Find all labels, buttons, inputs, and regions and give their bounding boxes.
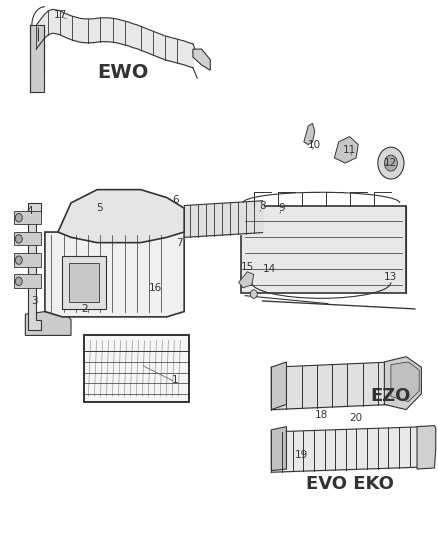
Polygon shape (14, 232, 41, 245)
Circle shape (15, 214, 22, 222)
Polygon shape (334, 136, 358, 163)
Circle shape (15, 277, 22, 286)
Bar (30, 25, 44, 92)
Text: 17: 17 (53, 10, 67, 20)
Polygon shape (304, 123, 315, 144)
Circle shape (385, 155, 397, 171)
Bar (241, 206, 406, 293)
Text: 13: 13 (384, 272, 398, 282)
Circle shape (378, 147, 404, 179)
Text: 7: 7 (177, 238, 183, 248)
Text: 2: 2 (81, 304, 88, 314)
Text: 12: 12 (384, 158, 398, 168)
Text: EWO: EWO (98, 63, 149, 83)
Text: 18: 18 (314, 410, 328, 420)
Text: EZO: EZO (371, 387, 411, 406)
Polygon shape (25, 312, 71, 335)
Polygon shape (58, 190, 184, 243)
Text: 1: 1 (172, 375, 179, 385)
Polygon shape (271, 362, 286, 410)
Text: 11: 11 (343, 145, 356, 155)
Text: 4: 4 (26, 206, 33, 216)
Text: 15: 15 (240, 262, 254, 271)
Polygon shape (45, 232, 184, 317)
Polygon shape (14, 211, 41, 224)
Polygon shape (193, 49, 210, 70)
Bar (69, 263, 99, 302)
Bar (84, 335, 188, 402)
Text: 5: 5 (96, 203, 102, 213)
Text: 6: 6 (172, 195, 179, 205)
Bar (62, 256, 106, 309)
Text: 9: 9 (279, 203, 286, 213)
Polygon shape (28, 203, 41, 330)
Polygon shape (239, 272, 254, 288)
Bar (84, 335, 188, 402)
Polygon shape (14, 253, 41, 266)
Polygon shape (271, 426, 286, 471)
Polygon shape (417, 425, 436, 469)
Circle shape (15, 235, 22, 243)
Circle shape (15, 256, 22, 264)
Text: 16: 16 (149, 282, 162, 293)
Text: 19: 19 (295, 450, 308, 460)
Text: 10: 10 (308, 140, 321, 150)
Text: EVO EKO: EVO EKO (306, 475, 393, 493)
Text: 3: 3 (31, 296, 37, 306)
Text: 14: 14 (262, 264, 276, 274)
Circle shape (251, 290, 257, 298)
Polygon shape (14, 274, 41, 288)
Polygon shape (385, 357, 421, 410)
Text: 20: 20 (350, 413, 363, 423)
Polygon shape (391, 362, 419, 402)
Text: 8: 8 (259, 200, 266, 211)
